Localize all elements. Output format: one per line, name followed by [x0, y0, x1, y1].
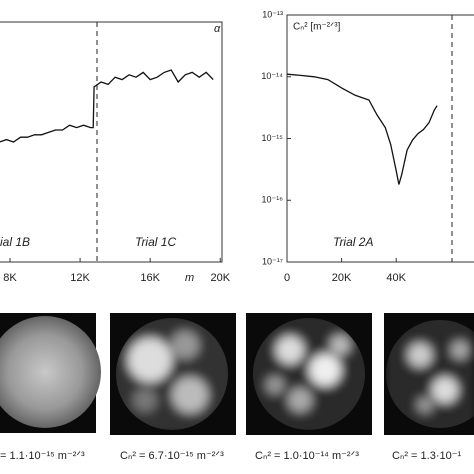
y-tick-label: 10⁻¹⁷ [262, 256, 283, 266]
x-tick-label: 12K [70, 272, 90, 284]
beam-image [386, 320, 474, 428]
y-tick-label: 10⁻¹⁴ [261, 71, 283, 81]
image-caption: Cₙ² = 1.0·10⁻¹⁴ m⁻²ᐟ³ [255, 450, 359, 462]
y-axis-label: Cₙ² [m⁻²ᐟ³] [293, 22, 341, 33]
annotation: Trial 1C [135, 235, 176, 249]
x-tick-label: 8K [3, 272, 17, 284]
data-line [0, 69, 214, 143]
plot-frame [286, 14, 474, 263]
image-caption: Cₙ² = 1.3·10⁻¹ [392, 450, 462, 462]
beam-image [0, 316, 101, 428]
image-caption: Cₙ² = 6.7·10⁻¹⁵ m⁻²ᐟ³ [120, 450, 224, 462]
data-line [286, 73, 438, 185]
x-tick-label: 40K [386, 272, 406, 284]
x-tick-label: 20K [210, 272, 230, 284]
annotation: ial 1B [0, 235, 30, 249]
beam-image [253, 318, 365, 430]
panel-images: = 1.1·10⁻¹⁵ m⁻²ᐟ³ Cₙ² = 6.7·10⁻¹⁵ m⁻²ᐟ³ … [0, 313, 474, 462]
y-tick-label: 10⁻¹⁶ [262, 195, 284, 205]
beam-image [116, 318, 228, 430]
y-tick-label: 10⁻¹⁵ [262, 133, 284, 143]
plot-frame [0, 21, 223, 263]
x-axis-label: m [185, 272, 194, 284]
x-tick-label: 16K [140, 272, 160, 284]
x-tick-label: 20K [332, 272, 352, 284]
y-axis-label: α [214, 23, 221, 35]
x-tick-label: 0 [284, 272, 290, 284]
image-caption: = 1.1·10⁻¹⁵ m⁻²ᐟ³ [0, 450, 85, 462]
annotation: Trial 2A [333, 235, 373, 249]
y-tick-label: 10⁻¹³ [262, 9, 283, 19]
